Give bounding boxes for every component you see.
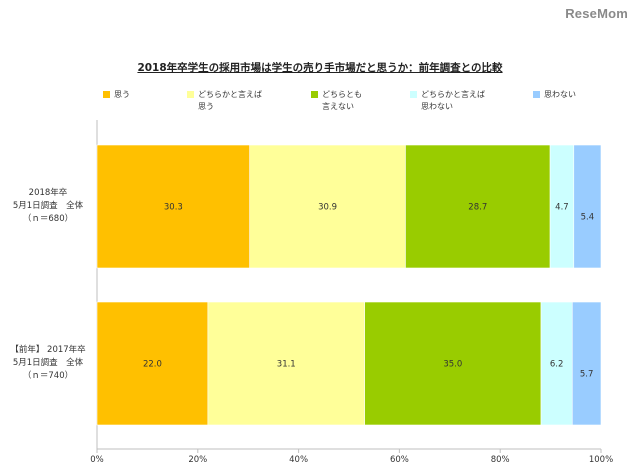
bar-segment	[207, 301, 365, 426]
x-tick-label: 100%	[589, 455, 613, 465]
legend-swatch	[311, 91, 318, 98]
data-label: 5.7	[580, 370, 594, 380]
data-label: 31.1	[277, 360, 296, 370]
x-tick-label: 40%	[289, 455, 308, 465]
data-label: 35.0	[443, 360, 462, 370]
legend-label: 思わない	[544, 90, 576, 99]
bar-segment	[96, 144, 251, 269]
x-tick-label: 20%	[188, 455, 207, 465]
legend-label: どちらかと言えば 思わない	[421, 90, 485, 111]
data-label: 22.0	[143, 360, 162, 370]
legend-swatch	[187, 91, 194, 98]
data-label: 5.4	[581, 213, 595, 223]
bar-segment	[571, 301, 602, 426]
data-label: 28.7	[468, 203, 487, 213]
resemom-logo: ReseMom	[565, 6, 628, 21]
x-tick-label: 80%	[491, 455, 510, 465]
x-tick-label: 60%	[390, 455, 409, 465]
bar-segment	[573, 144, 602, 269]
data-label: 6.2	[550, 360, 564, 370]
bar-segment	[364, 301, 542, 426]
legend-label: 思う	[114, 90, 130, 99]
category-label: 【前年】 2017年卒 5月1日調査 全体 （ｎ＝740）	[10, 344, 86, 381]
legend-swatch	[533, 91, 540, 98]
bar-segment	[405, 144, 551, 269]
category-label: 2018年卒 5月1日調査 全体 （ｎ＝680）	[12, 187, 84, 224]
legend-swatch	[103, 91, 110, 98]
data-label: 30.3	[164, 203, 183, 213]
bar-segment	[249, 144, 406, 269]
data-label: 30.9	[318, 203, 337, 213]
legend-swatch	[410, 91, 417, 98]
chart-title: 2018年卒学生の採用市場は学生の売り手市場だと思うか：前年調査との比較	[137, 62, 503, 74]
data-label: 4.7	[555, 203, 569, 213]
bar-segment	[540, 301, 573, 426]
x-tick-label: 0%	[90, 455, 104, 465]
legend-label: どちらかと言えば 思う	[198, 90, 262, 111]
bar-segment	[96, 301, 209, 426]
legend-label: どちらとも 言えない	[322, 90, 362, 111]
